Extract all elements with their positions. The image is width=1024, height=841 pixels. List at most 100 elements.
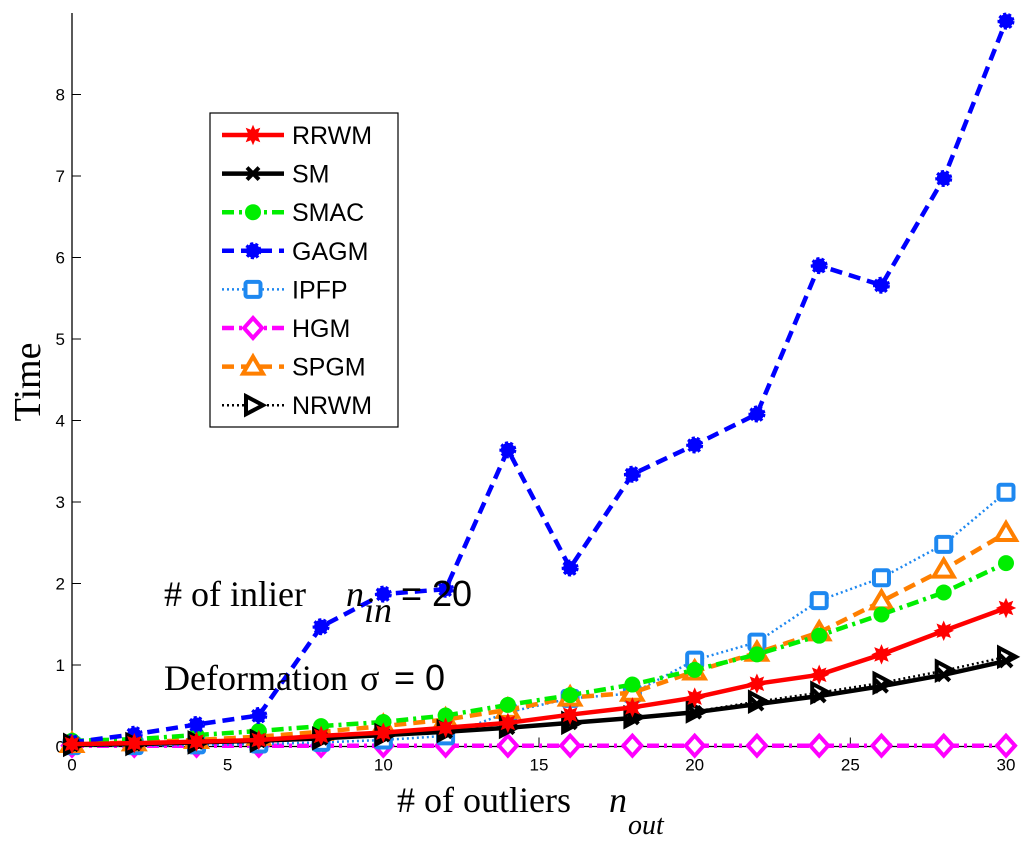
x-axis-title-symbol: n <box>609 780 627 820</box>
data-point-ipfp <box>809 591 829 611</box>
data-point-gagm <box>312 618 330 636</box>
y-tick-label: 1 <box>56 656 65 675</box>
data-point-sm <box>998 653 1014 669</box>
series-line-ipfp <box>72 491 1007 747</box>
data-point-hgm <box>496 732 520 759</box>
y-tick-label: 8 <box>56 86 65 105</box>
legend-item-spgm: SPGM <box>222 352 366 382</box>
data-point-gagm <box>748 405 766 423</box>
legend-marker-gagm <box>244 242 262 260</box>
data-point-gagm <box>623 465 641 483</box>
data-point-sm <box>811 688 827 704</box>
series-line-gagm <box>71 20 1009 745</box>
y-tick-label: 0 <box>56 738 65 757</box>
x-axis-title-text: # of outliers <box>397 780 571 820</box>
data-point-rrwm <box>373 722 394 743</box>
data-point-hgm <box>807 732 831 759</box>
data-point-hgm <box>682 732 707 759</box>
x-tick-label: 0 <box>67 756 76 775</box>
x-tick-label: 10 <box>374 756 393 775</box>
legend-item-ipfp: IPFP <box>222 276 348 304</box>
data-point-gagm <box>437 580 455 598</box>
legend-item-rrwm: RRWM <box>222 122 372 150</box>
data-point-spgm <box>930 555 958 579</box>
x-axis-title-subscript: out <box>628 810 665 841</box>
series-gagm <box>63 12 1015 751</box>
data-point-smac <box>811 627 828 644</box>
data-point-smac <box>748 646 765 663</box>
data-point-rrwm <box>559 704 581 725</box>
y-tick-label: 5 <box>56 330 65 349</box>
series-rrwm <box>61 597 1017 755</box>
data-point-gagm <box>374 585 392 603</box>
y-tick-label: 7 <box>56 167 65 186</box>
legend-label-rrwm: RRWM <box>292 122 372 150</box>
y-tick-label: 4 <box>56 412 65 431</box>
annotation-inlier-symbol: n <box>346 574 364 614</box>
data-point-gagm <box>250 707 268 725</box>
legend-marker-sm <box>245 166 261 182</box>
data-point-hgm <box>558 732 582 759</box>
legend-marker-ipfp <box>243 279 263 299</box>
annotation-deformation: Deformation σ = 0 <box>164 657 445 698</box>
data-point-gagm <box>499 441 517 459</box>
legend-item-sm: SM <box>222 161 330 189</box>
data-point-gagm <box>810 257 828 275</box>
data-point-smac <box>624 676 641 693</box>
legend-marker-rrwm <box>242 124 264 146</box>
series-line-rrwm <box>71 605 1007 747</box>
legend-label-sm: SM <box>292 161 330 189</box>
data-point-spgm <box>867 587 895 611</box>
data-point-smac <box>935 584 952 601</box>
data-point-gagm <box>997 12 1015 30</box>
legend-label-spgm: SPGM <box>292 354 366 382</box>
annotation-inlier-text: # of inlier <box>164 574 306 614</box>
data-point-ipfp <box>934 534 954 554</box>
legend-marker-nrwm <box>244 392 268 418</box>
annotation-deformation-symbol: σ <box>360 658 379 698</box>
data-point-spgm <box>992 519 1020 542</box>
x-tick-label: 20 <box>685 756 704 775</box>
data-point-hgm <box>620 732 645 759</box>
legend-label-ipfp: IPFP <box>292 276 348 304</box>
legend: RRWM SM SMAC GAGM IPFP HGM SPGM NRWM <box>209 112 399 428</box>
data-point-smac <box>562 687 579 704</box>
data-point-smac <box>998 555 1014 572</box>
data-point-smac <box>686 661 703 678</box>
y-tick-label: 6 <box>56 249 65 268</box>
legend-marker-smac <box>245 204 261 221</box>
data-point-sm <box>624 710 640 726</box>
data-point-rrwm <box>995 597 1017 619</box>
data-point-hgm <box>932 732 956 759</box>
data-point-sm <box>936 667 952 683</box>
legend-item-hgm: HGM <box>222 315 350 343</box>
series-line-spgm <box>71 531 1008 747</box>
data-point-smac <box>873 606 890 623</box>
data-point-rrwm <box>746 673 768 694</box>
data-point-gagm <box>561 559 579 577</box>
data-point-ipfp <box>871 568 891 588</box>
data-point-rrwm <box>622 697 643 718</box>
data-point-gagm <box>935 169 953 187</box>
data-point-rrwm <box>871 644 892 665</box>
y-tick-label: 2 <box>56 575 65 594</box>
data-point-rrwm <box>61 733 83 755</box>
data-point-gagm <box>872 276 890 294</box>
data-point-sm <box>749 696 765 712</box>
legend-item-nrwm: NRWM <box>222 392 372 420</box>
x-tick-label: 25 <box>841 756 860 775</box>
x-axis-title: # of outliers n out <box>397 780 665 841</box>
data-point-smac <box>499 696 516 713</box>
data-point-sm <box>874 678 889 694</box>
data-point-hgm <box>869 732 894 759</box>
legend-marker-spgm <box>239 352 267 376</box>
legend-label-nrwm: NRWM <box>292 392 372 420</box>
y-tick-label: 3 <box>56 493 65 512</box>
annotation-deformation-text: Deformation <box>164 658 348 698</box>
annotation-inlier-subscript: in <box>364 590 392 630</box>
x-tick-label: 15 <box>530 756 549 775</box>
legend-item-smac: SMAC <box>222 199 364 227</box>
data-point-rrwm <box>435 717 456 739</box>
data-point-smac <box>437 707 454 724</box>
